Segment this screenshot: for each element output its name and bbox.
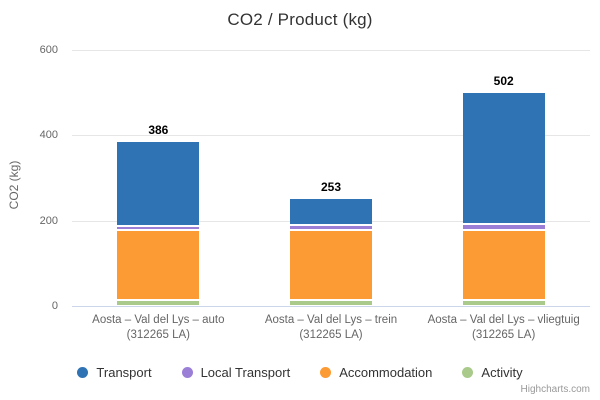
legend-item-transport[interactable]: Transport: [77, 364, 152, 380]
stack-total-label: 502: [493, 73, 514, 88]
legend-marker-icon: [77, 366, 89, 378]
y-gridline: [72, 50, 590, 51]
legend-item-accommodation[interactable]: Accommodation: [320, 365, 432, 380]
y-axis-tick-label: 600: [39, 44, 58, 56]
legend-label: Activity: [481, 364, 523, 380]
bar-segment-local-transport[interactable]: [117, 226, 200, 231]
y-axis-tick-label: 0: [51, 300, 58, 312]
y-axis-tick-label: 200: [39, 214, 58, 227]
y-gridline: [72, 135, 590, 137]
legend-marker-icon: [320, 366, 332, 378]
legend-marker-icon: [462, 366, 474, 378]
bar-segment-transport[interactable]: [462, 91, 545, 224]
stack-total-label: 386: [148, 123, 169, 138]
chart-title: CO2 / Product (kg): [227, 10, 373, 29]
highcharts-credits-link[interactable]: Highcharts.com: [520, 384, 590, 395]
legend-label: Transport: [96, 364, 152, 380]
bar-segment-accommodation[interactable]: [290, 230, 372, 301]
x-axis-category-label: Aosta – Val del Lys – vliegtuig (312265 L…: [427, 314, 580, 341]
bar-segment-activity[interactable]: [290, 300, 372, 306]
legend-marker-icon: [181, 366, 193, 378]
bar-segment-local-transport[interactable]: [290, 224, 372, 231]
x-axis-line: [72, 306, 590, 307]
legend: Transport Local Transport Accommodation Act…: [0, 360, 600, 384]
bar-segment-accommodation[interactable]: [117, 230, 200, 301]
x-axis-category-label: Aosta – Val del Lys – trein (312265 LA): [264, 314, 398, 341]
legend-item-activity[interactable]: Activity: [462, 364, 523, 380]
legend-label: Local Transport: [200, 364, 291, 380]
legend-item-local-transport[interactable]: Local Transport: [181, 364, 291, 380]
bar-segment-local-transport[interactable]: [462, 223, 545, 231]
y-axis-tick-label: 400: [39, 129, 58, 142]
bar-segment-transport[interactable]: [290, 198, 372, 225]
bar-segment-accommodation[interactable]: [462, 230, 545, 301]
bar-segment-transport[interactable]: [117, 141, 200, 227]
bar-segment-activity[interactable]: [462, 300, 545, 306]
legend-label: Accommodation: [339, 364, 433, 380]
bar-segment-activity[interactable]: [117, 300, 200, 306]
stack-total-label: 253: [320, 180, 342, 195]
y-axis-title: CO2 (kg): [7, 160, 21, 210]
x-axis-category-label: Aosta – Val del Lys – auto (312265 LA): [92, 314, 225, 341]
